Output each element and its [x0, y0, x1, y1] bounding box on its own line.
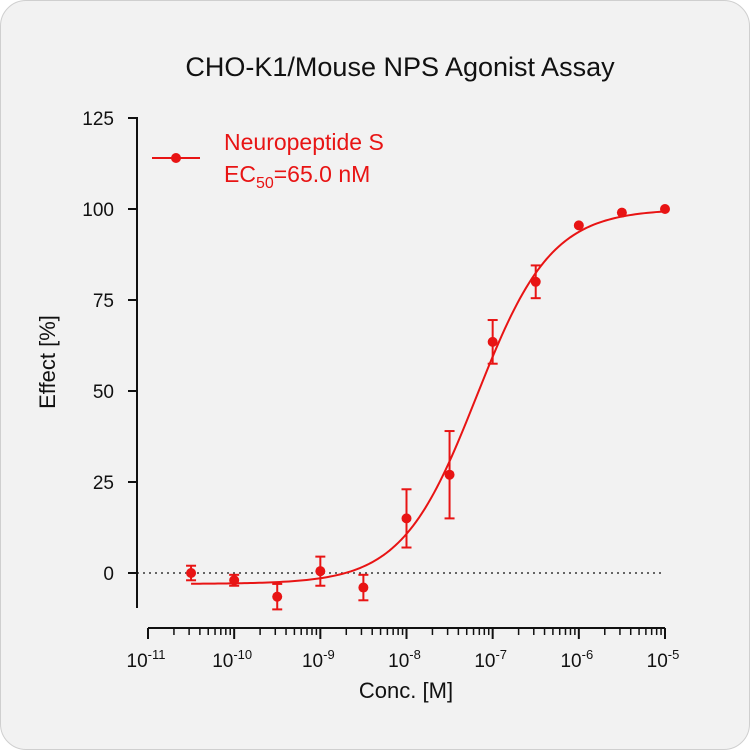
legend-ec50-sub: 50 — [256, 175, 274, 192]
x-axis-label: Conc. [M] — [359, 678, 453, 703]
y-tick-label: 25 — [93, 473, 114, 494]
data-point — [573, 220, 584, 231]
legend-ec50-value: =65.0 nM — [274, 161, 371, 187]
x-tick-label: 10-6 — [560, 647, 593, 672]
x-tick-label: 10-11 — [127, 647, 166, 672]
data-point — [616, 207, 627, 218]
y-axis-label: Effect [%] — [35, 315, 60, 409]
data-point — [358, 582, 369, 593]
x-tick-exponent: -6 — [582, 647, 594, 662]
x-tick-exponent: -9 — [323, 647, 335, 662]
chart-title: CHO-K1/Mouse NPS Agonist Assay — [185, 52, 615, 82]
data-point — [530, 276, 541, 287]
y-tick-label: 0 — [103, 564, 114, 585]
x-tick-base: 10 — [212, 651, 233, 672]
x-tick-exponent: -8 — [409, 647, 421, 662]
data-point — [272, 591, 283, 602]
x-tick-label: 10-7 — [474, 647, 507, 672]
x-tick-label: 10-9 — [302, 647, 335, 672]
x-tick-label: 10-5 — [647, 647, 680, 672]
legend: Neuropeptide S EC50=65.0 nM — [152, 129, 384, 192]
legend-ec50-main: EC — [224, 161, 256, 187]
y-tick-label: 100 — [82, 200, 114, 221]
y-axis-ticks: 0 25 50 75 100 125 — [82, 109, 137, 585]
x-tick-exponent: -11 — [148, 647, 166, 662]
data-point — [660, 204, 670, 214]
data-point — [186, 568, 197, 578]
data-point — [444, 469, 455, 480]
x-tick-base: 10 — [302, 651, 323, 672]
data-point — [487, 336, 498, 347]
x-tick-base: 10 — [560, 651, 581, 672]
data-point — [315, 566, 326, 577]
data-points — [186, 204, 670, 611]
x-tick-label: 10-10 — [212, 647, 252, 672]
y-tick-label: 75 — [93, 291, 114, 312]
x-tick-base: 10 — [127, 651, 148, 672]
x-tick-exponent: -10 — [233, 647, 252, 662]
x-tick-base: 10 — [388, 651, 409, 672]
x-tick-exponent: -7 — [495, 647, 507, 662]
legend-marker — [171, 153, 181, 163]
x-axis-ticks: 10-11 10-10 10-9 10-8 10-7 10-6 10-5 — [127, 628, 680, 672]
x-tick-exponent: -5 — [668, 647, 680, 662]
y-tick-label: 50 — [93, 382, 114, 403]
x-tick-base: 10 — [647, 651, 668, 672]
fit-curve — [191, 210, 666, 585]
y-tick-label: 125 — [82, 109, 114, 130]
legend-series-name: Neuropeptide S — [224, 129, 384, 155]
x-tick-base: 10 — [474, 651, 495, 672]
legend-ec50: EC50=65.0 nM — [224, 161, 370, 192]
x-tick-label: 10-8 — [388, 647, 421, 672]
data-point — [229, 575, 240, 586]
data-point — [401, 513, 412, 524]
